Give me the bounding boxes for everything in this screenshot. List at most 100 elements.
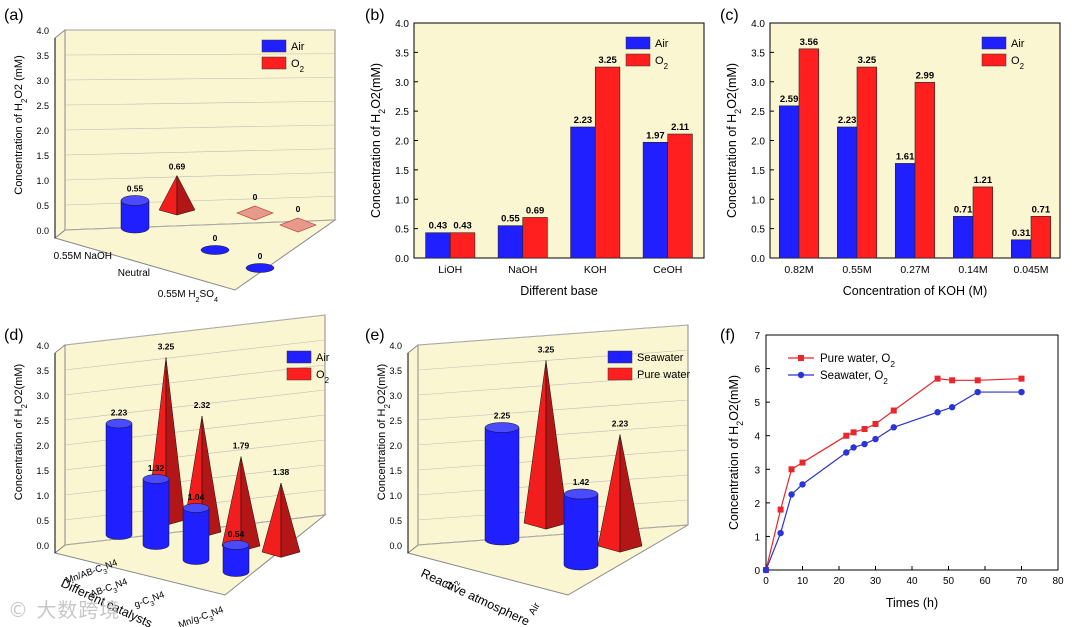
grid-line: [64, 339, 326, 371]
y-tick-label: 2.0: [395, 137, 409, 148]
x-tick-label: 50: [943, 576, 955, 587]
data-point: [934, 375, 941, 382]
y-tick-label: 2.5: [389, 416, 402, 426]
legend-air-label: Air: [655, 38, 669, 50]
legend-purewater-swatch: [607, 367, 633, 381]
legend-air-swatch: [981, 36, 1007, 50]
y-tick-label: 2.5: [395, 107, 409, 118]
legend-o2-label: O2: [1011, 55, 1024, 71]
data-label: 3.56: [800, 37, 819, 48]
data-label: 0.43: [453, 221, 472, 232]
bar-air: [1010, 239, 1032, 259]
y-tick-label: 3.0: [36, 391, 49, 401]
y-tick-label: 2.0: [751, 137, 765, 148]
data-label: 3.25: [538, 345, 555, 355]
bar-o2: [972, 186, 994, 259]
x-axis-title: Times (h): [886, 596, 938, 610]
bar-o2: [667, 133, 693, 259]
data-point: [843, 432, 850, 439]
bar-air: [642, 141, 669, 259]
data-label: 0.69: [526, 205, 545, 216]
side-wall: [54, 343, 66, 555]
data-label: 0.54: [228, 529, 245, 539]
y-tick-label: 0.0: [389, 541, 402, 551]
legend-o2-swatch: [286, 367, 312, 381]
grid-line: [417, 324, 689, 346]
data-point: [872, 435, 879, 443]
bar-o2-side: [165, 357, 186, 526]
y-tick-label: 0.5: [395, 225, 409, 236]
y-tick-label: 0.5: [36, 516, 49, 526]
x-tick-label: 0.14M: [958, 264, 987, 276]
x-tick-label: 0.55M NaOH: [54, 251, 112, 262]
data-label: 3.25: [598, 55, 617, 66]
data-label: 1.42: [573, 477, 590, 487]
data-point: [850, 444, 857, 451]
data-point: [799, 459, 806, 466]
data-point: [850, 429, 857, 436]
data-point: [788, 466, 795, 473]
y-tick-label: 3.5: [389, 366, 402, 376]
bar-air: [142, 478, 170, 550]
y-tick-label: 0.0: [36, 226, 49, 236]
y-tick-label: 0.5: [751, 225, 765, 236]
data-label: 1.04: [188, 492, 205, 502]
data-point: [777, 506, 784, 513]
y-tick-label: 1.0: [36, 491, 49, 501]
y-tick-label: 0.5: [36, 201, 49, 211]
x-tick-label: O2: [443, 576, 461, 593]
x-tick-label: Mn/g-C3N4: [177, 604, 226, 627]
grid-line: [64, 148, 336, 156]
y-tick-label: 1.0: [751, 195, 765, 206]
bar-air: [836, 126, 858, 259]
data-label: 2.32: [194, 400, 211, 410]
data-point: [890, 407, 897, 414]
legend-o2-label: O2: [291, 58, 304, 74]
bar-o2: [914, 82, 936, 259]
bar-purewater-side: [545, 360, 569, 530]
data-point: [843, 449, 850, 456]
grid-line: [64, 77, 336, 81]
data-label: 0.69: [169, 162, 186, 172]
panel-label: (d): [4, 327, 24, 344]
legend-air-swatch: [625, 36, 651, 50]
data-label: 2.23: [111, 408, 128, 418]
y-tick-label: 3.5: [36, 366, 49, 376]
panel-b: 0.0 0.5 1.0 1.5 2.0 2.5 3.0 3.5 4.0 LiOH 0.43 0.43 N…: [369, 19, 705, 298]
y-tick-label: 0: [754, 566, 760, 577]
data-label: 0.71: [1032, 204, 1051, 215]
y-tick-label: 4.0: [751, 19, 765, 30]
y-tick-label: 0.0: [751, 254, 765, 265]
bar-o2: [522, 217, 548, 259]
y-tick-label: 2.0: [389, 441, 402, 451]
y-axis-title: Concentration of H2O2 (mM): [13, 55, 29, 195]
data-label: 2.23: [574, 115, 593, 126]
data-label: 0: [258, 251, 263, 261]
legend-o2-label: O2: [655, 55, 668, 71]
data-point: [949, 377, 956, 384]
legend-purewater-label: Pure water: [637, 369, 691, 381]
data-point: [777, 529, 784, 537]
legend-pure-marker: [798, 355, 804, 361]
bar-air-top: [182, 503, 210, 513]
panel-c: 0.0 0.5 1.0 1.5 2.0 2.5 3.0 3.5 4.0 0.82M 2.59 3.56…: [725, 19, 1061, 298]
y-tick-label: 3.0: [395, 78, 409, 89]
y-tick-label: 3.5: [395, 48, 409, 59]
bar-o2: [236, 205, 274, 221]
watermark: © 大数跨境: [8, 598, 121, 622]
data-label: 0.43: [429, 221, 448, 232]
x-tick-label: 80: [1052, 576, 1064, 587]
bar-air: [425, 232, 451, 259]
panel-a: 0.0 0.5 1.0 1.5 2.0 2.5 3.0 3.5 4.0 Concentration…: [13, 26, 337, 304]
y-tick-label: 0.5: [389, 516, 402, 526]
bar-air: [182, 507, 210, 565]
bar-seawater: [484, 427, 520, 546]
data-label: 0.55: [127, 184, 144, 194]
data-label: 2.23: [838, 115, 857, 126]
bar-seawater-top: [484, 422, 520, 433]
grid-line: [417, 349, 689, 371]
data-point: [799, 481, 806, 488]
bar-purewater-side: [619, 434, 643, 553]
panel-label: (b): [365, 7, 385, 24]
grid-line: [64, 100, 336, 106]
